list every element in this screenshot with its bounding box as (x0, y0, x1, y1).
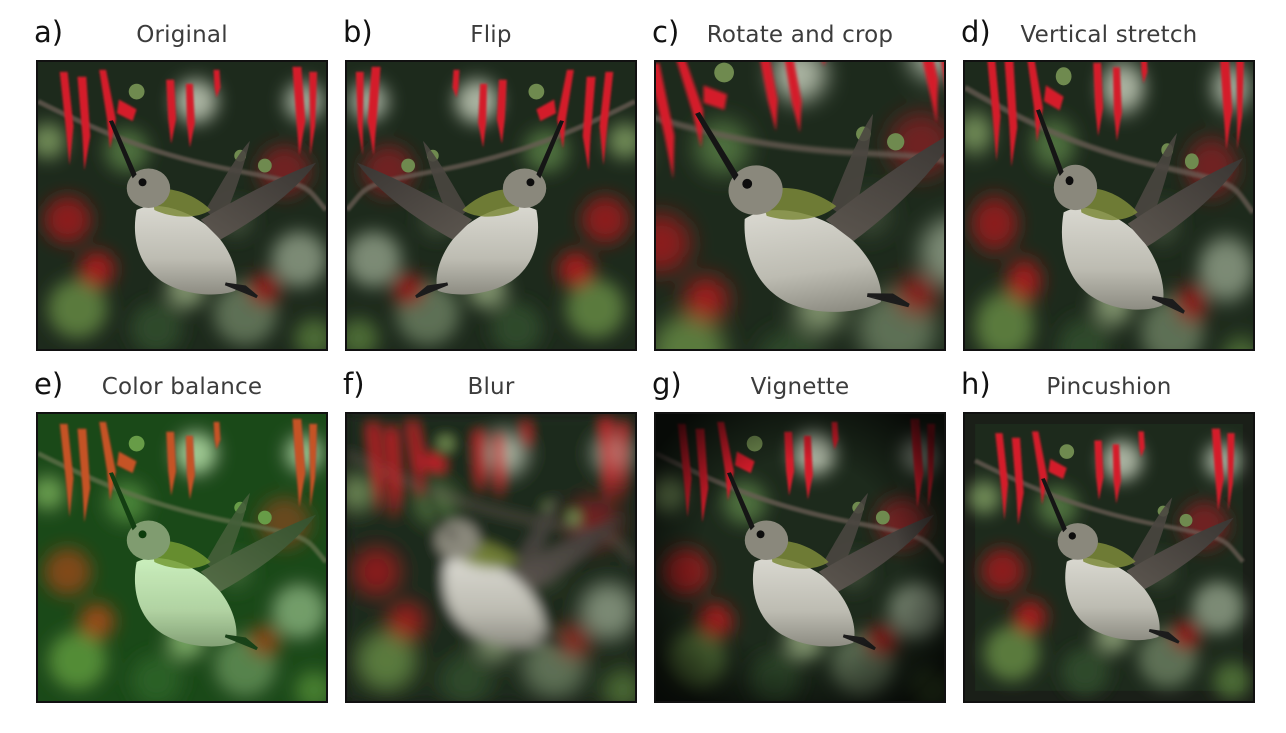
hummingbird-image (654, 412, 946, 703)
panel-letter: f) (343, 367, 365, 401)
panel-letter: b) (343, 15, 373, 49)
panel-letter: a) (34, 15, 64, 49)
panel-letter: e) (34, 367, 64, 401)
panel-title: Original (136, 22, 228, 48)
hummingbird-image (36, 60, 328, 351)
panel-letter: c) (652, 15, 680, 49)
panel-letter: h) (961, 367, 991, 401)
hummingbird-image (963, 412, 1255, 703)
panel-title: Blur (467, 374, 515, 400)
panel-title: Flip (470, 22, 512, 48)
panel-letter: d) (961, 15, 991, 49)
panel-title: Vertical stretch (1020, 22, 1198, 48)
hummingbird-image (345, 412, 637, 703)
hummingbird-image (963, 60, 1255, 351)
panel-letter: g) (652, 367, 682, 401)
panel-title: Color balance (101, 374, 263, 400)
panel-title: Pincushion (1046, 374, 1172, 400)
hummingbird-image (345, 60, 637, 351)
panel-title: Rotate and crop (706, 22, 894, 48)
hummingbird-image (654, 60, 946, 351)
hummingbird-image (36, 412, 328, 703)
panel-title: Vignette (750, 374, 850, 400)
